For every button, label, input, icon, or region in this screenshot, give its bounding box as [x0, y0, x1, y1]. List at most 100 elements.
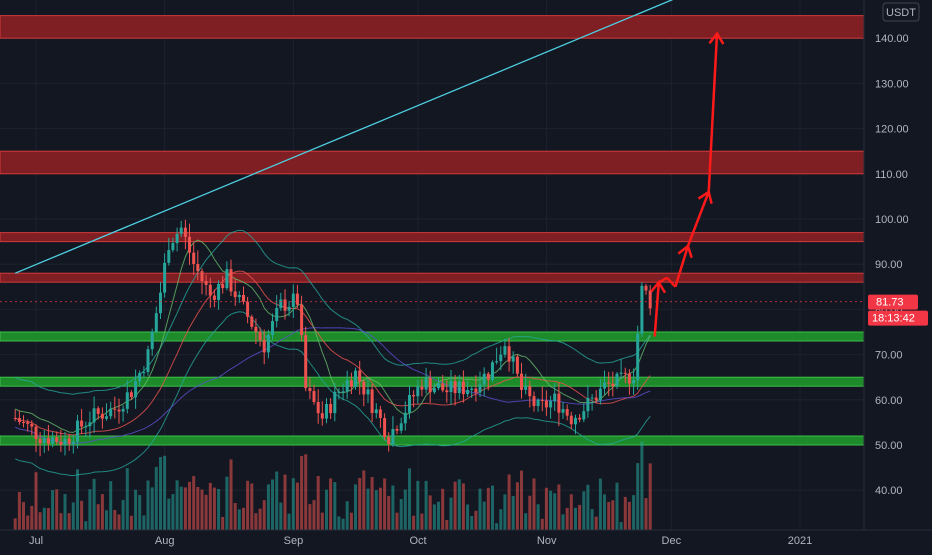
candle-body[interactable]: [565, 409, 569, 416]
candle-body[interactable]: [424, 377, 428, 390]
candle-body[interactable]: [204, 281, 208, 285]
candle-body[interactable]: [105, 416, 108, 419]
candle-body[interactable]: [304, 335, 308, 389]
candle-body[interactable]: [457, 381, 461, 394]
candle-body[interactable]: [295, 293, 299, 305]
candle-body[interactable]: [142, 372, 146, 374]
candle-body[interactable]: [76, 420, 79, 442]
candle-body[interactable]: [358, 370, 362, 382]
candle-body[interactable]: [30, 423, 34, 427]
candle-body[interactable]: [524, 386, 528, 390]
projection-arrow-segment[interactable]: [674, 245, 690, 288]
candle-body[interactable]: [125, 392, 129, 409]
candle-body[interactable]: [312, 391, 316, 402]
candle-body[interactable]: [129, 392, 133, 398]
currency-badge[interactable]: USDT: [882, 2, 920, 22]
candle-body[interactable]: [428, 377, 432, 393]
candle-body[interactable]: [466, 390, 470, 395]
resistance-zone[interactable]: [0, 272, 865, 283]
candle-body[interactable]: [34, 426, 38, 440]
candle-body[interactable]: [395, 429, 399, 431]
candle-body[interactable]: [150, 331, 154, 350]
candle-body[interactable]: [632, 380, 636, 384]
candle-body[interactable]: [229, 269, 233, 292]
candle-body[interactable]: [349, 380, 353, 387]
time-axis-panel[interactable]: [0, 530, 932, 550]
projection-arrow-segment[interactable]: [653, 282, 661, 337]
candle-body[interactable]: [644, 285, 648, 291]
trendline[interactable]: [14, 0, 721, 274]
candle-body[interactable]: [246, 301, 250, 317]
candle-body[interactable]: [188, 236, 191, 253]
candle-body[interactable]: [196, 264, 200, 272]
candle-body[interactable]: [586, 398, 590, 412]
candle-body[interactable]: [84, 426, 88, 428]
candle-body[interactable]: [320, 413, 324, 419]
candle-body[interactable]: [474, 388, 478, 393]
support-zone[interactable]: [0, 331, 865, 342]
candle-body[interactable]: [88, 422, 92, 427]
candle-body[interactable]: [217, 283, 221, 300]
candle-body[interactable]: [408, 395, 411, 413]
candle-body[interactable]: [308, 388, 312, 392]
candle-body[interactable]: [300, 304, 304, 336]
candle-body[interactable]: [71, 441, 75, 444]
candle-body[interactable]: [598, 388, 602, 401]
candle-body[interactable]: [262, 339, 266, 353]
candle-body[interactable]: [553, 393, 557, 402]
candle-body[interactable]: [594, 397, 598, 401]
candle-body[interactable]: [507, 346, 511, 362]
projection-arrow-segment[interactable]: [686, 191, 710, 247]
candle-body[interactable]: [200, 271, 204, 281]
candle-body[interactable]: [13, 417, 17, 419]
resistance-zone[interactable]: [0, 150, 865, 175]
candle-body[interactable]: [366, 389, 370, 395]
candle-body[interactable]: [221, 283, 225, 289]
candle-body[interactable]: [582, 411, 586, 420]
candle-body[interactable]: [55, 437, 59, 442]
candle-body[interactable]: [354, 370, 357, 387]
candle-body[interactable]: [561, 409, 565, 413]
candle-body[interactable]: [515, 356, 519, 374]
candle-body[interactable]: [271, 321, 274, 335]
support-zone[interactable]: [0, 435, 865, 446]
candle-body[interactable]: [486, 373, 490, 380]
candle-body[interactable]: [208, 284, 212, 296]
projection-arrow-segment[interactable]: [666, 276, 677, 288]
candle-body[interactable]: [378, 409, 382, 418]
candle-body[interactable]: [96, 408, 100, 414]
candle-body[interactable]: [100, 413, 104, 419]
candle-body[interactable]: [291, 293, 295, 307]
candle-body[interactable]: [627, 373, 631, 384]
candle-body[interactable]: [557, 393, 561, 413]
candle-body[interactable]: [154, 313, 158, 332]
candle-body[interactable]: [445, 390, 449, 393]
candle-body[interactable]: [341, 391, 345, 393]
candle-body[interactable]: [441, 383, 445, 391]
candle-body[interactable]: [80, 420, 84, 427]
candle-body[interactable]: [499, 354, 503, 362]
candle-body[interactable]: [337, 391, 341, 393]
candle-body[interactable]: [453, 381, 457, 394]
candle-body[interactable]: [437, 383, 440, 389]
candle-body[interactable]: [449, 381, 453, 392]
price-axis-panel[interactable]: [864, 0, 932, 550]
candle-body[interactable]: [109, 408, 113, 417]
candle-body[interactable]: [38, 439, 42, 444]
candle-body[interactable]: [374, 409, 378, 414]
candle-body[interactable]: [391, 429, 395, 444]
candle-body[interactable]: [611, 383, 615, 387]
candle-body[interactable]: [138, 372, 142, 382]
candle-body[interactable]: [167, 250, 171, 263]
candle-body[interactable]: [258, 331, 262, 340]
candle-body[interactable]: [146, 349, 150, 372]
candle-body[interactable]: [549, 401, 553, 408]
candle-body[interactable]: [279, 299, 283, 309]
candle-body[interactable]: [495, 361, 499, 363]
candle-body[interactable]: [420, 386, 424, 390]
candle-body[interactable]: [615, 373, 619, 386]
candle-body[interactable]: [412, 395, 416, 397]
candle-body[interactable]: [51, 437, 55, 444]
candle-body[interactable]: [416, 386, 420, 397]
